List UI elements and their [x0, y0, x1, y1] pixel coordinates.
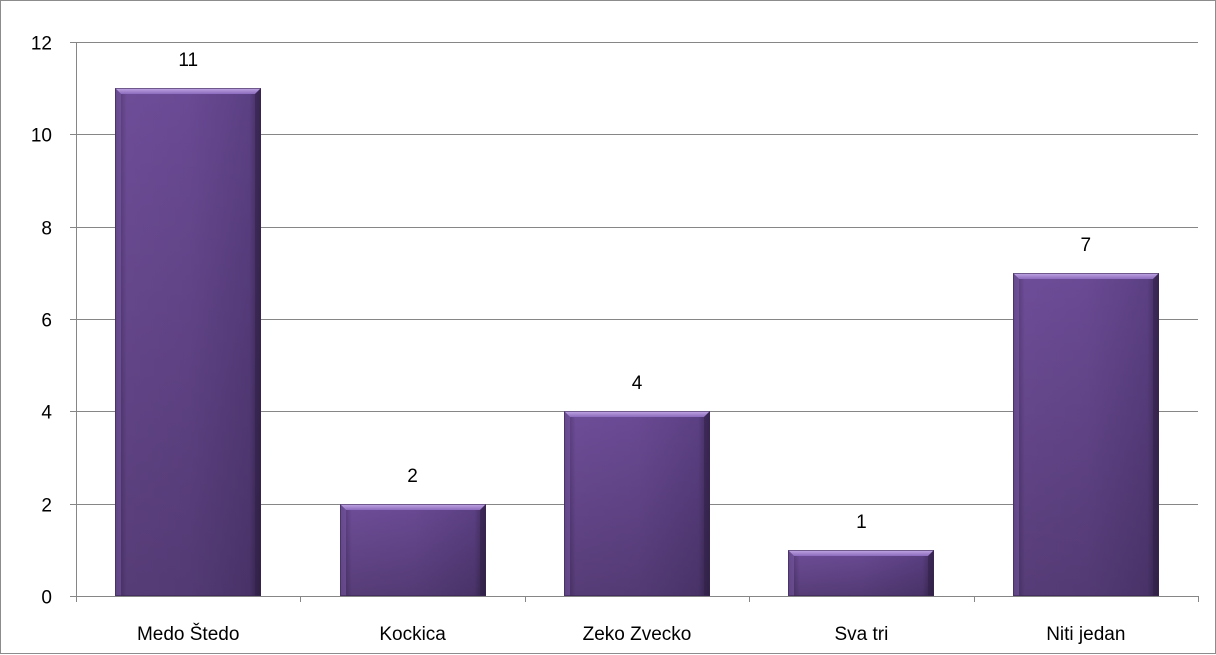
- bar: [115, 88, 261, 596]
- y-tick-label: 12: [31, 34, 52, 55]
- bar: [340, 504, 486, 596]
- x-tick-label: Kockica: [379, 624, 446, 645]
- x-tick-label: Medo Štedo: [137, 623, 239, 645]
- data-label: 4: [632, 373, 643, 394]
- y-tick-label: 4: [41, 403, 52, 424]
- y-tick-label: 6: [41, 311, 52, 332]
- data-label: 1: [856, 512, 867, 533]
- x-tick-label: Sva tri: [834, 624, 888, 645]
- data-label: 2: [407, 466, 418, 487]
- axes: [70, 42, 1199, 602]
- bar: [788, 550, 934, 596]
- bar: [1013, 273, 1159, 596]
- y-tick-label: 10: [31, 126, 52, 147]
- gridlines: [76, 42, 1198, 505]
- x-tick-label: Niti jedan: [1046, 624, 1125, 645]
- y-tick-label: 2: [41, 496, 52, 517]
- data-label: 7: [1081, 235, 1092, 256]
- bar: [564, 411, 710, 596]
- data-label: 11: [178, 50, 198, 71]
- x-tick-label: Zeko Zvecko: [583, 624, 692, 645]
- bars: [115, 88, 1159, 596]
- y-tick-label: 0: [41, 588, 52, 609]
- y-tick-label: 8: [41, 219, 52, 240]
- data-labels: 11 2 4 1 7: [178, 50, 1091, 533]
